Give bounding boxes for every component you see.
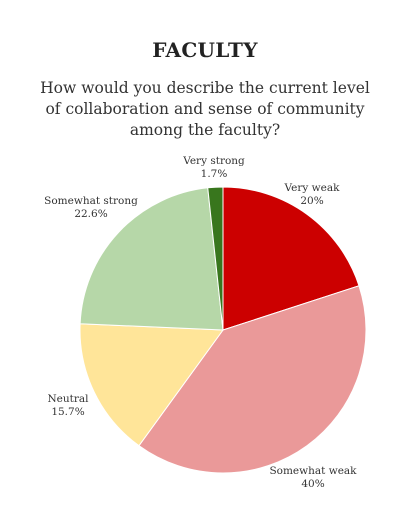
pie-slice-very-weak xyxy=(222,186,360,331)
slice-label-very-weak: Very weak xyxy=(284,182,341,194)
pie-slice-neutral xyxy=(79,323,224,447)
slice-value-neutral: 15.7% xyxy=(51,406,84,418)
slice-value-somewhat-weak: 40% xyxy=(301,478,324,490)
slice-label-somewhat-strong: Somewhat strong xyxy=(44,195,138,207)
question-line-2: of collaboration and sense of community xyxy=(45,100,365,118)
chart-title: FACULTY xyxy=(152,38,258,62)
slice-label-neutral: Neutral xyxy=(47,393,89,405)
slice-label-very-strong: Very strong xyxy=(182,155,245,167)
question-line-3: among the faculty? xyxy=(129,121,281,139)
slice-value-very-strong: 1.7% xyxy=(201,168,228,180)
pie-slice-somewhat-weak xyxy=(138,285,367,474)
pie-slice-somewhat-strong xyxy=(79,187,224,331)
pie-slice-very-strong xyxy=(207,186,224,331)
question-line-1: How would you describe the current level xyxy=(40,79,370,97)
slice-value-somewhat-strong: 22.6% xyxy=(74,208,107,220)
slice-value-very-weak: 20% xyxy=(300,195,323,207)
pie-slices xyxy=(79,186,367,474)
chart-question: How would you describe the current level… xyxy=(30,78,380,141)
slice-label-somewhat-weak: Somewhat weak xyxy=(269,465,357,477)
